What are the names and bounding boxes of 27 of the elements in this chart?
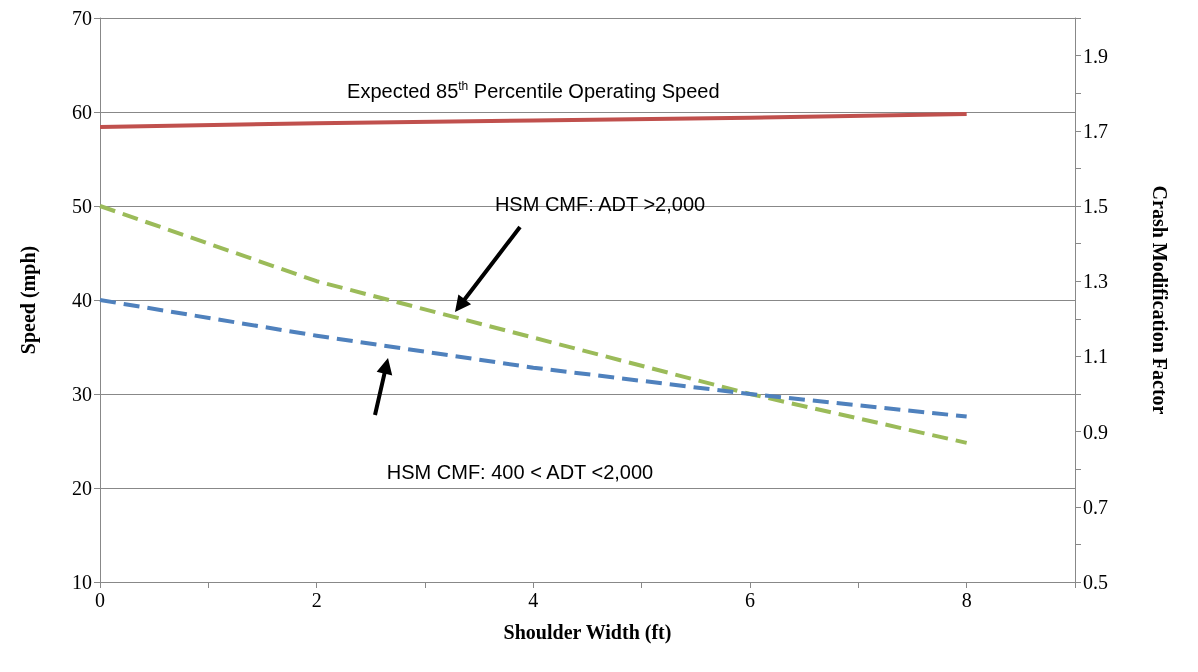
annotation: HSM CMF: ADT >2,000: [494, 193, 706, 215]
x-tick-label: 6: [745, 589, 755, 611]
y-tick-label: 20: [72, 477, 92, 499]
x-axis-title: Shoulder Width (ft): [503, 621, 672, 644]
y2-tick-label: 1.1: [1083, 345, 1108, 368]
y2-tick-label: 1.9: [1083, 44, 1108, 67]
line-series: [98, 298, 969, 419]
x-tick-label: 4: [528, 589, 539, 611]
y-tick-label: 60: [72, 101, 92, 123]
y2-tick-label: 1.5: [1083, 195, 1108, 217]
y-tick-label: 10: [72, 571, 92, 593]
x-tick-label: 0: [95, 589, 105, 611]
y-tick-label: 70: [72, 7, 92, 29]
line-series: [98, 111, 969, 130]
y2-tick-label: 0.9: [1083, 420, 1108, 443]
y-axis-title: Speed (mph): [17, 245, 40, 355]
y2-tick-label: 0.7: [1083, 495, 1108, 518]
y2-tick-label: 0.5: [1083, 571, 1108, 593]
y2-tick-label: 1.3: [1083, 270, 1108, 293]
y-tick-label: 40: [72, 289, 92, 311]
y-tick-label: 30: [72, 383, 92, 405]
y2-axis-title: Crash Modification Factor: [1149, 185, 1171, 415]
annotation: HSM CMF: 400 < ADT <2,000: [386, 461, 654, 483]
y-tick-label: 50: [72, 195, 92, 217]
x-tick-label: 8: [961, 589, 972, 611]
y2-tick-label: 1.7: [1083, 119, 1108, 142]
x-tick-label: 2: [311, 589, 322, 611]
